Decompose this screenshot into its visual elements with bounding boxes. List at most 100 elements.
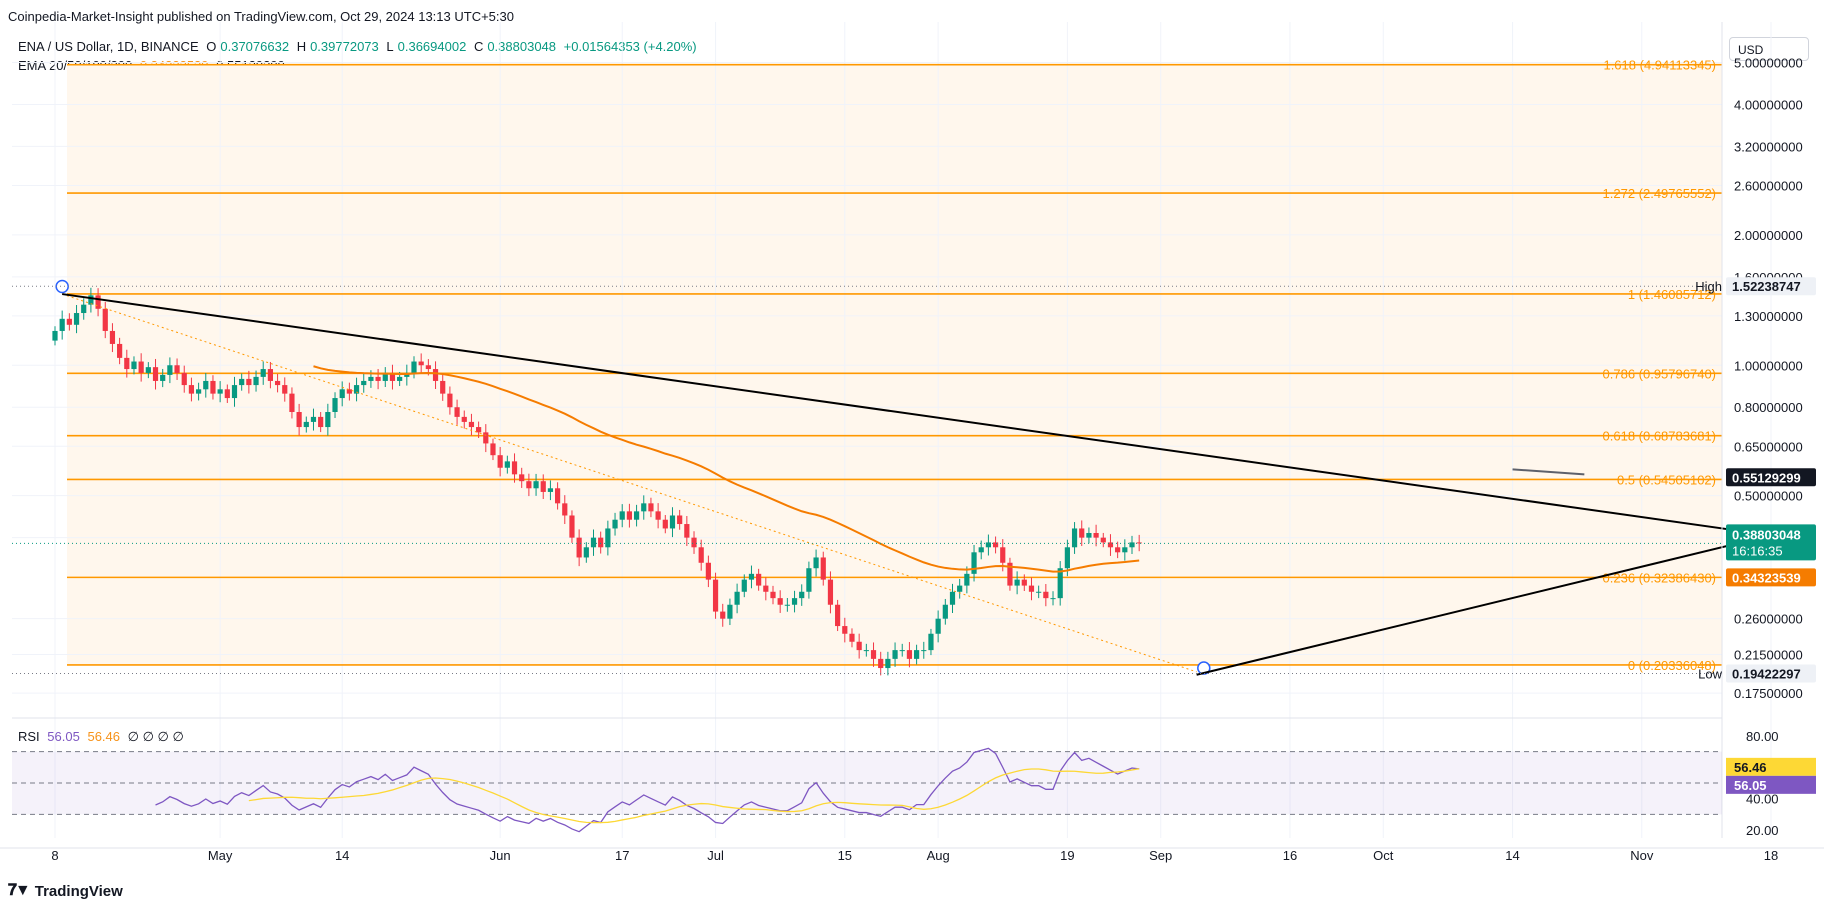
candle-body (181, 372, 187, 386)
x-tick-label: 14 (335, 848, 349, 863)
low-value: 0.36694002 (397, 39, 467, 54)
candle-body (239, 378, 245, 386)
candle-body (332, 398, 338, 413)
candle-body (892, 650, 898, 659)
candle-body (282, 385, 288, 394)
candle-body (490, 443, 496, 456)
candle-body (842, 626, 848, 634)
close-value: 0.38803048 (487, 39, 557, 54)
candle-body (440, 380, 446, 394)
candle-body (246, 378, 252, 386)
candle-body (203, 380, 209, 390)
candle-body (741, 579, 747, 592)
x-tick-label: 15 (838, 848, 852, 863)
fib-level-label: 0.786 (0.95796740) (1603, 366, 1716, 381)
candle-body (274, 380, 281, 386)
y-tick-label: 0.80000000 (1734, 400, 1803, 415)
rsi-tick-label: 20.00 (1746, 823, 1779, 838)
candle-body (921, 650, 927, 652)
candle-body (1100, 537, 1106, 543)
candle-body (526, 481, 532, 489)
candle-body (820, 557, 826, 580)
x-tick-label: 8 (51, 848, 58, 863)
candle-body (799, 591, 805, 599)
candle-body (612, 519, 618, 529)
candle-body (95, 295, 101, 309)
candle-body (712, 579, 719, 612)
candle-body (1079, 528, 1085, 538)
fib-level-label: 0 (0.20336048) (1628, 658, 1716, 673)
candle-body (289, 393, 295, 413)
rsi-tag-box (1726, 775, 1816, 794)
rsi-label[interactable]: RSI (18, 729, 40, 744)
high-price-tag-box (1726, 277, 1816, 296)
candle-body (1057, 568, 1063, 599)
x-tick-label: Nov (1630, 848, 1654, 863)
ohlc-legend: ENA / US Dollar, 1D, BINANCE O 0.37076632… (18, 39, 701, 54)
candle-body (1028, 585, 1035, 592)
rsi-ma-tag-box (1726, 757, 1816, 776)
tradingview-icon: 𝟕▼ (8, 882, 31, 899)
candle-body (59, 318, 65, 331)
candle-body (1086, 532, 1092, 538)
candle-body (727, 604, 733, 619)
candle-body (878, 658, 884, 669)
candle-body (145, 367, 151, 373)
candle-body (856, 641, 862, 651)
candle-body (210, 380, 216, 394)
candle-body (425, 365, 431, 370)
currency-selector[interactable]: USD (1729, 37, 1809, 61)
y-tick-label: 0.21500000 (1734, 647, 1803, 662)
tradingview-logo[interactable]: 𝟕▼ TradingView (8, 882, 123, 900)
rsi-ma-line (248, 768, 1140, 824)
candle-body (720, 611, 726, 619)
high-caption: High (1695, 279, 1722, 294)
candle-body (562, 503, 568, 516)
candle-body (870, 650, 877, 659)
ema-50-tag-box (1726, 568, 1816, 587)
ema-200-tag-box (1726, 468, 1816, 487)
candle-body (813, 557, 819, 569)
candle-body (590, 537, 597, 548)
candle-body (196, 389, 202, 394)
candle-body (935, 618, 941, 634)
candle-body (863, 650, 869, 652)
candle-body (346, 389, 352, 394)
candle-body (533, 481, 539, 489)
candle-body (942, 604, 948, 619)
ema-50-tag: 0.34323539 (1732, 570, 1801, 585)
candle-body (598, 537, 604, 548)
x-tick-label: May (208, 848, 233, 863)
candle-body (224, 389, 230, 399)
candle-body (174, 365, 180, 373)
symbol-title[interactable]: ENA / US Dollar, 1D, BINANCE (18, 39, 199, 54)
candle-body (1064, 547, 1070, 569)
x-tick-label: Sep (1149, 848, 1172, 863)
candle-body (109, 330, 116, 344)
candle-body (827, 579, 834, 605)
open-value: 0.37076632 (220, 39, 290, 54)
candle-body (461, 416, 467, 422)
y-tick-label: 2.60000000 (1734, 178, 1803, 193)
candle-body (66, 318, 72, 325)
x-tick-label: Jun (490, 848, 511, 863)
candle-body (303, 421, 309, 428)
candle-body (476, 427, 482, 433)
ema-200-tag: 0.55129299 (1732, 470, 1801, 485)
candle-body (253, 376, 259, 386)
candle-body (519, 474, 525, 482)
candle-body (389, 372, 396, 381)
y-tick-label: 5.00000000 (1734, 55, 1803, 70)
candle-body (418, 361, 424, 366)
candle-body (992, 542, 999, 548)
candle-body (1071, 528, 1078, 548)
candle-body (267, 369, 273, 381)
candle-body (763, 585, 769, 592)
candle-body (361, 380, 367, 386)
candle-body (777, 598, 783, 605)
candle-body (260, 369, 266, 377)
fib-anchor-high (55, 279, 69, 294)
trendline (1196, 534, 1772, 676)
candle-body (885, 658, 891, 669)
